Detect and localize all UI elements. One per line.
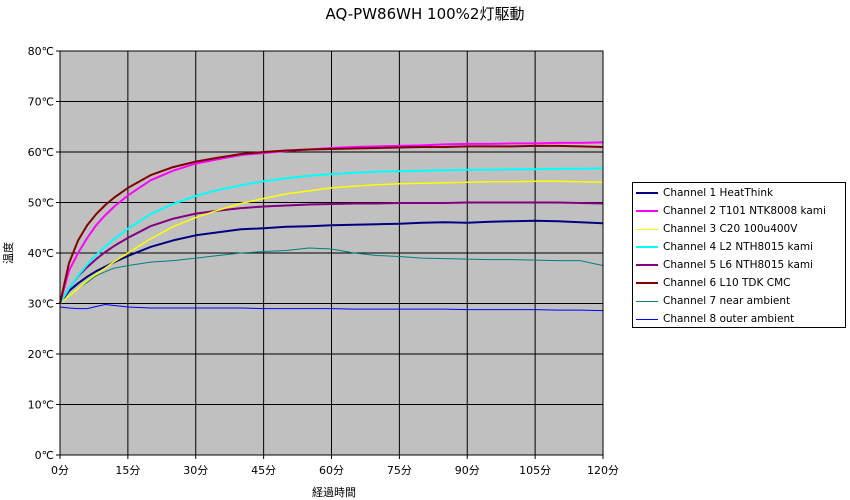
legend-label: Channel 8 outer ambient (663, 313, 795, 325)
legend-item-channel-3: Channel 3 C20 100u400V (636, 220, 845, 238)
legend-label: Channel 4 L2 NTH8015 kami (663, 241, 814, 253)
legend-label: Channel 1 HeatThink (663, 187, 774, 199)
y-tick-label: 70℃ (28, 96, 54, 109)
x-tick-label: 60分 (319, 464, 344, 477)
legend: Channel 1 HeatThink Channel 2 T101 NTK800… (632, 182, 846, 328)
legend-swatch (636, 318, 658, 320)
x-tick-label: 105分 (519, 464, 551, 477)
legend-item-channel-4: Channel 4 L2 NTH8015 kami (636, 238, 845, 256)
series-line-channel-3 (59, 180, 604, 305)
legend-item-channel-1: Channel 1 HeatThink (636, 184, 845, 202)
series-line-channel-1 (59, 219, 604, 305)
x-tick-label: 75分 (387, 464, 412, 477)
series-line-channel-8 (59, 304, 604, 312)
x-tick-label: 30分 (183, 464, 208, 477)
y-tick-label: 10℃ (28, 399, 54, 412)
legend-item-channel-6: Channel 6 L10 TDK CMC (636, 274, 845, 292)
x-tick-label: 120分 (587, 464, 619, 477)
legend-item-channel-2: Channel 2 T101 NTK8008 kami (636, 202, 845, 220)
y-tick-label: 60℃ (28, 146, 54, 159)
legend-item-channel-7: Channel 7 near ambient (636, 292, 845, 310)
series-layer (59, 141, 604, 312)
y-tick-label: 30℃ (28, 298, 54, 311)
x-tick-label: 45分 (251, 464, 276, 477)
legend-label: Channel 3 C20 100u400V (663, 223, 798, 235)
x-axis-title: 経過時間 (312, 486, 356, 499)
legend-label: Channel 7 near ambient (663, 295, 791, 307)
legend-swatch (636, 210, 658, 212)
series-line-channel-6 (59, 144, 604, 304)
x-tick-label: 15分 (115, 464, 140, 477)
legend-swatch (636, 192, 658, 194)
legend-item-channel-5: Channel 5 L6 NTH8015 kami (636, 256, 845, 274)
y-tick-label: 0℃ (35, 449, 54, 462)
legend-item-channel-8: Channel 8 outer ambient (636, 310, 845, 328)
grid-layer (60, 51, 603, 455)
series-line-channel-7 (59, 247, 604, 304)
legend-swatch (636, 264, 658, 266)
legend-label: Channel 5 L6 NTH8015 kami (663, 259, 814, 271)
legend-swatch (636, 300, 658, 302)
series-line-channel-5 (59, 201, 604, 305)
legend-label: Channel 2 T101 NTK8008 kami (663, 205, 826, 217)
y-tick-label: 50℃ (28, 197, 54, 210)
legend-swatch (636, 228, 658, 230)
legend-label: Channel 6 L10 TDK CMC (663, 277, 791, 289)
y-axis-title: 温度 (1, 242, 15, 264)
series-line-channel-4 (59, 167, 604, 305)
y-tick-label: 80℃ (28, 45, 54, 58)
x-tick-label: 0分 (51, 464, 69, 477)
tick-layer: 0℃ 10℃ 20℃ 30℃ 40℃ 50℃ 60℃ 70℃ 80℃ 0分 15分 30分 45分 60分… (28, 45, 619, 477)
y-tick-label: 40℃ (28, 247, 54, 260)
chart-title: AQ-PW86WH 100%2灯駆動 (325, 5, 525, 23)
legend-swatch (636, 246, 658, 248)
y-tick-label: 20℃ (28, 348, 54, 361)
legend-swatch (636, 282, 658, 284)
x-tick-label: 90分 (455, 464, 480, 477)
